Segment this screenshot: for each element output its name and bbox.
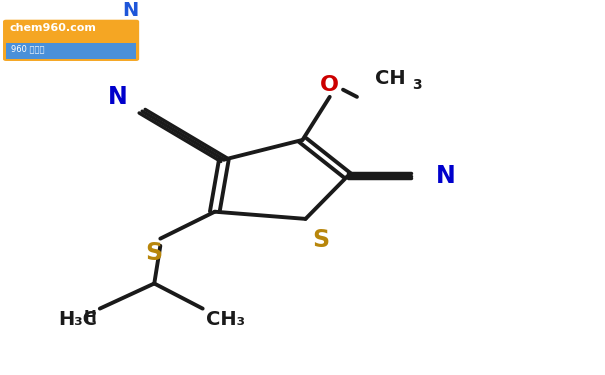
- Text: O: O: [320, 75, 339, 95]
- FancyBboxPatch shape: [3, 20, 139, 61]
- Text: S: S: [312, 228, 329, 252]
- Text: 3: 3: [413, 78, 422, 92]
- Text: N: N: [122, 1, 138, 20]
- Bar: [6, 43, 136, 59]
- Text: H: H: [84, 310, 97, 326]
- Text: chem960.com: chem960.com: [9, 23, 96, 33]
- Text: N: N: [436, 164, 456, 188]
- Text: CH: CH: [375, 69, 406, 88]
- Text: 960 化工网: 960 化工网: [11, 45, 44, 54]
- Text: H₃C: H₃C: [58, 310, 97, 329]
- Text: N: N: [108, 85, 128, 109]
- Text: S: S: [146, 242, 163, 266]
- Text: CH₃: CH₃: [206, 310, 244, 329]
